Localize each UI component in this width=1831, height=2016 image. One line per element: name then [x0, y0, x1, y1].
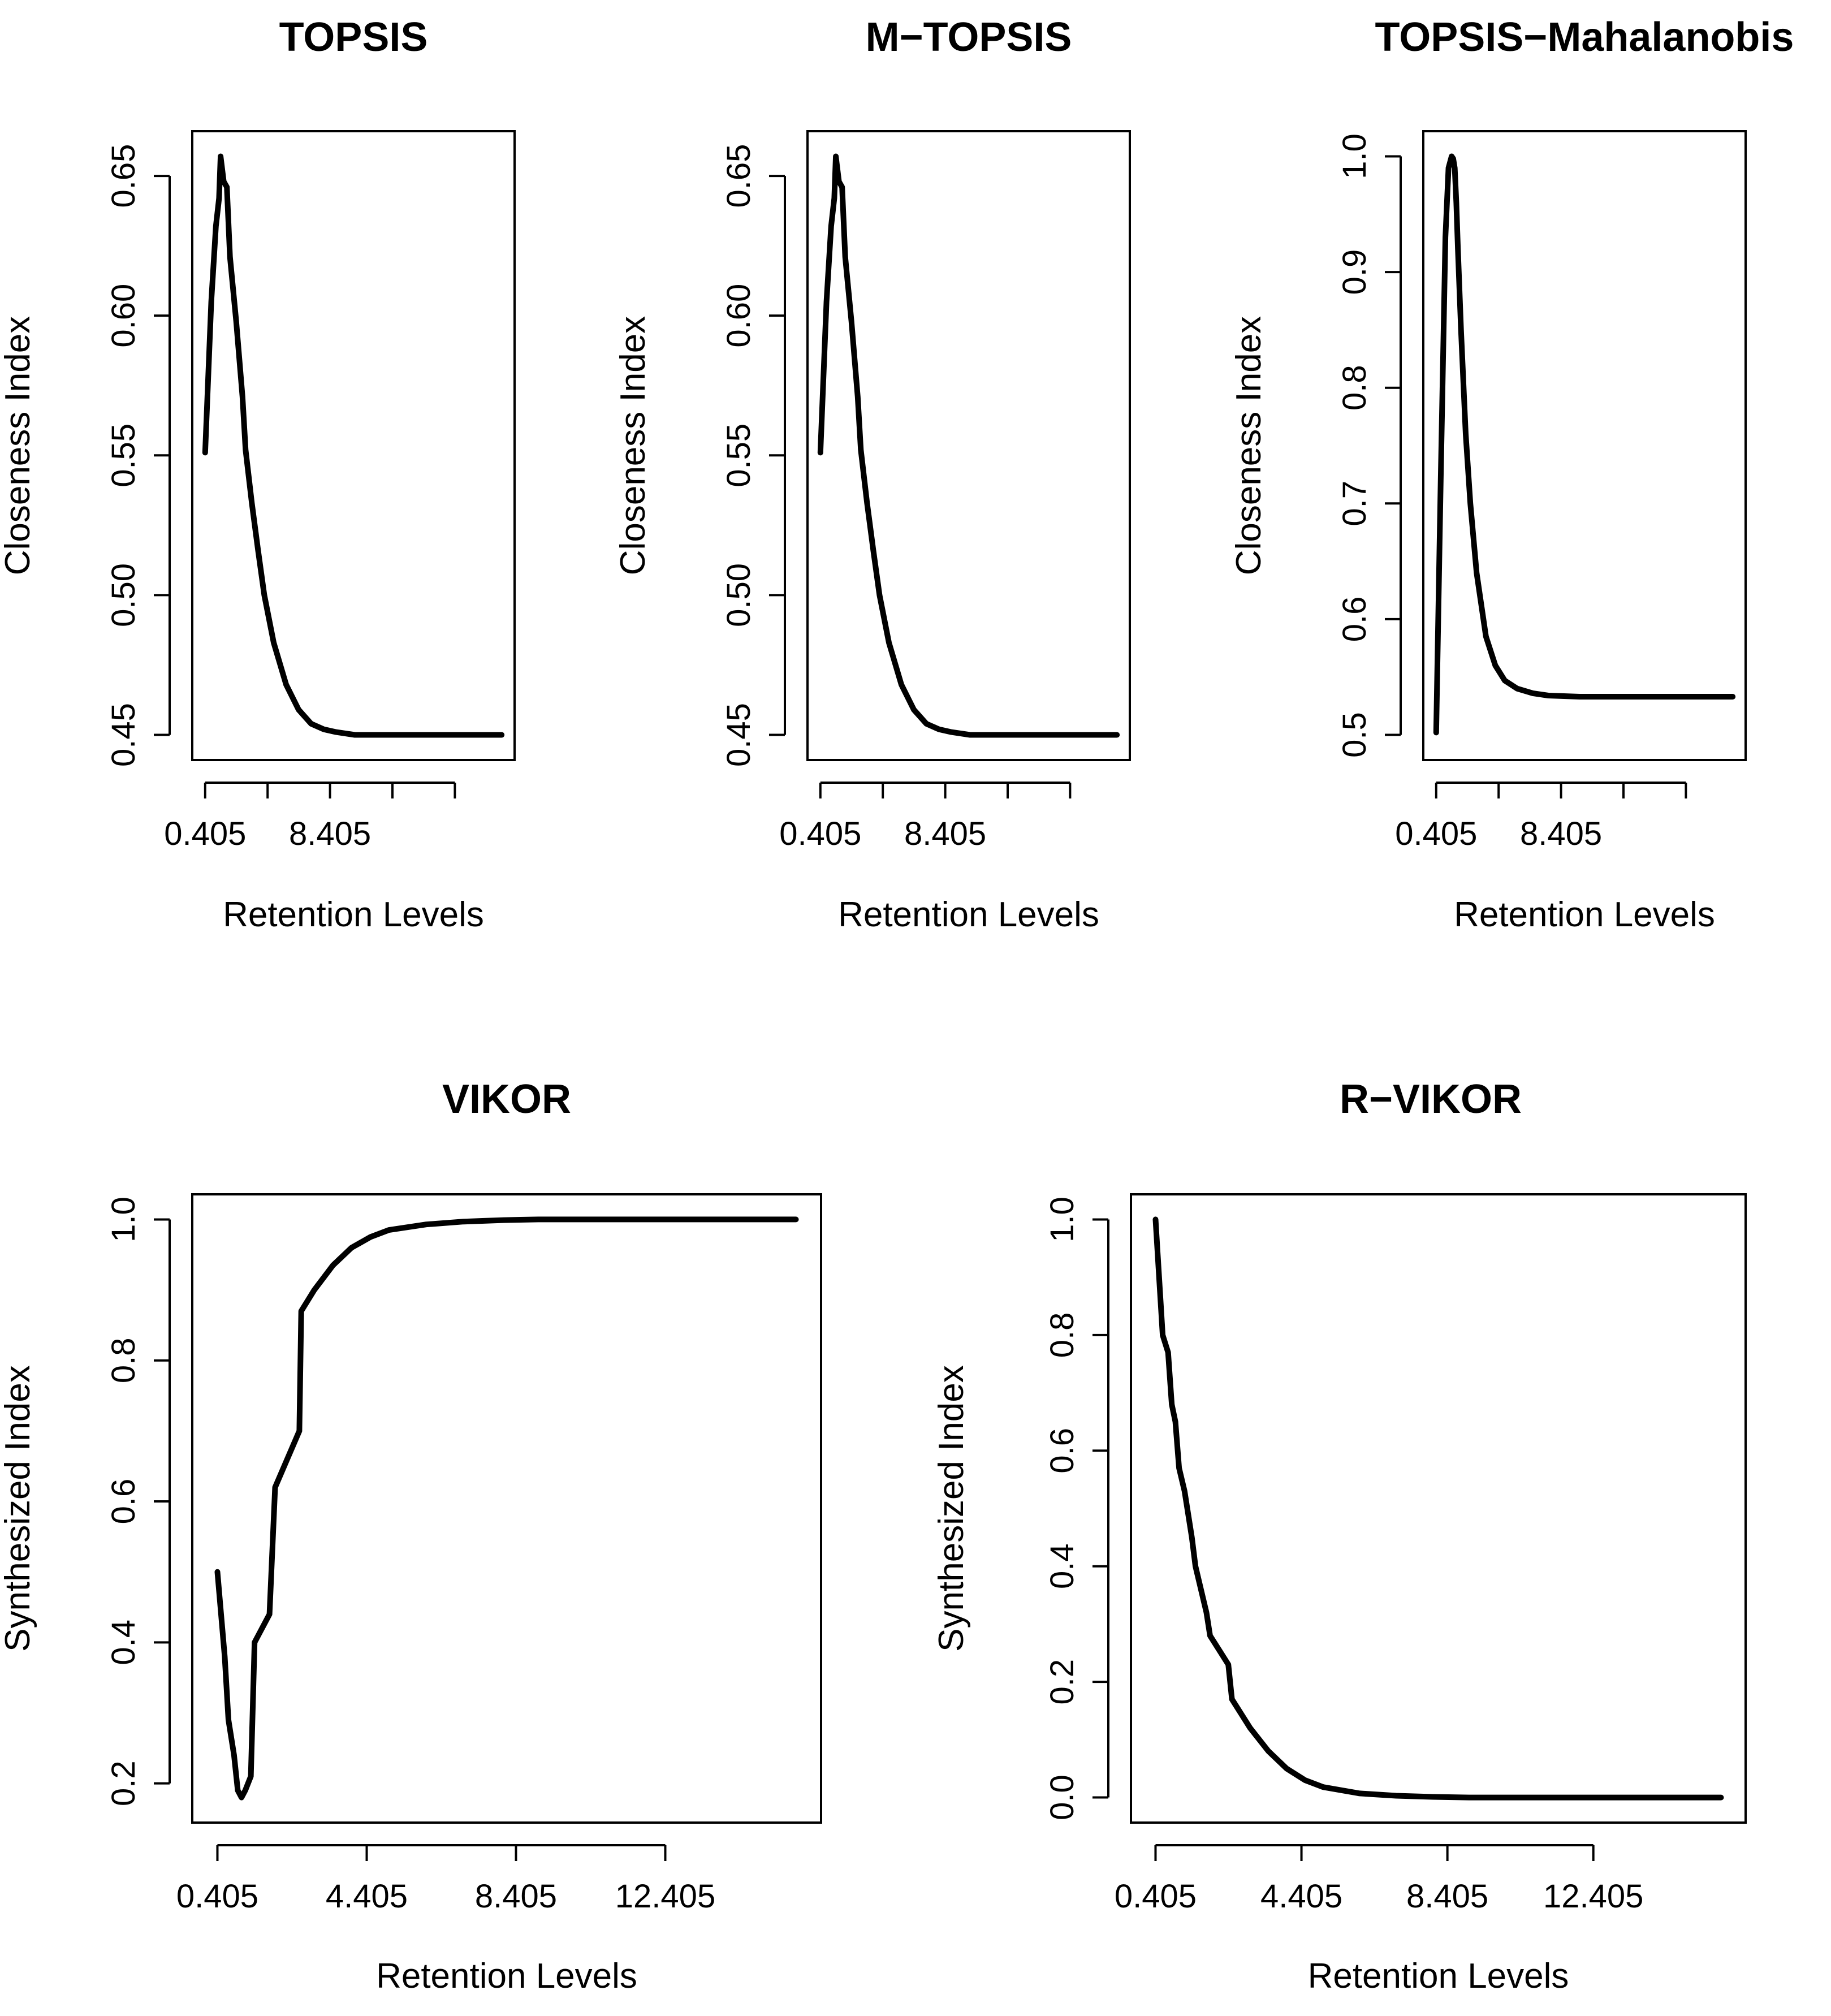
x-tick-label: 8.405: [289, 815, 371, 852]
x-tick-label: 4.405: [326, 1878, 408, 1915]
y-tick-label: 0.4: [1044, 1543, 1081, 1589]
x-tick-label: 0.405: [779, 815, 861, 852]
y-tick-label: 0.6: [105, 1479, 142, 1525]
x-tick-label: 12.405: [1543, 1878, 1643, 1915]
chart-title: TOPSIS: [279, 15, 428, 60]
y-tick-label: 0.45: [105, 703, 142, 767]
y-tick-label: 0.2: [1044, 1659, 1081, 1705]
x-tick-label: 0.405: [164, 815, 246, 852]
y-tick-label: 0.60: [105, 284, 142, 348]
y-tick-label: 0.65: [720, 144, 757, 208]
y-axis-label: Closeness Index: [614, 316, 653, 575]
y-tick-label: 0.60: [720, 284, 757, 348]
chart-title: TOPSIS−Mahalanobis: [1375, 15, 1794, 60]
y-axis-label: Closeness Index: [0, 316, 37, 575]
plot-frame: [1130, 1193, 1747, 1824]
y-tick-label: 0.0: [1044, 1775, 1081, 1820]
y-tick-label: 0.2: [105, 1760, 142, 1806]
y-tick-label: 0.6: [1336, 597, 1373, 642]
y-tick-label: 0.55: [720, 424, 757, 487]
chart-panel-vikor: VIKOR 0.405 4.405 8.405 12.405 Retention Leve…: [0, 1077, 822, 1996]
y-tick-label: 0.55: [105, 424, 142, 487]
y-tick-label: 0.8: [1044, 1313, 1081, 1358]
x-tick-label: 12.405: [615, 1878, 715, 1915]
chart-title: M−TOPSIS: [866, 15, 1072, 60]
x-tick-label: 8.405: [475, 1878, 557, 1915]
y-tick-label: 1.0: [105, 1197, 142, 1242]
x-tick-label: 8.405: [1520, 815, 1602, 852]
y-axis-label: Synthesized Index: [932, 1365, 971, 1652]
y-tick-label: 0.8: [105, 1337, 142, 1383]
plot-frame: [1422, 130, 1747, 761]
y-tick-label: 0.6: [1044, 1428, 1081, 1474]
y-tick-label: 0.50: [105, 563, 142, 627]
series-line: [202, 153, 505, 738]
chart-panel-topsis: TOPSIS 0.405 8.405 Retention Levels 0.45 0.50…: [0, 15, 516, 934]
y-tick-label: 0.50: [720, 563, 757, 627]
x-tick-label: 0.405: [1395, 815, 1477, 852]
y-tick-label: 0.7: [1336, 481, 1373, 526]
series-line: [817, 153, 1120, 738]
series-line: [1433, 153, 1736, 736]
y-tick-label: 0.5: [1336, 712, 1373, 758]
y-tick-label: 0.45: [720, 703, 757, 767]
x-axis-label: Retention Levels: [1454, 895, 1715, 934]
x-tick-label: 0.405: [1115, 1878, 1197, 1915]
chart-title: VIKOR: [442, 1077, 571, 1122]
x-axis-label: Retention Levels: [838, 895, 1099, 934]
y-tick-label: 0.8: [1336, 365, 1373, 411]
y-tick-label: 0.9: [1336, 249, 1373, 295]
plot-frame: [806, 130, 1131, 761]
x-tick-label: 8.405: [1406, 1878, 1488, 1915]
x-axis-label: Retention Levels: [1308, 1957, 1569, 1996]
chart-title: R−VIKOR: [1340, 1077, 1522, 1122]
series-line: [214, 1216, 799, 1801]
plot-frame: [191, 1193, 822, 1824]
y-tick-label: 1.0: [1044, 1197, 1081, 1242]
y-tick-label: 0.65: [105, 144, 142, 208]
x-tick-label: 4.405: [1260, 1878, 1342, 1915]
chart-panel-topsis-mahalanobis: TOPSIS−Mahalanobis 0.405 8.405 Retention Le…: [1229, 15, 1794, 934]
chart-panel-m-topsis: M−TOPSIS 0.405 8.405 Retention Levels 0.45 0.…: [614, 15, 1131, 934]
x-axis-label: Retention Levels: [376, 1957, 637, 1996]
chart-panel-r-vikor: R−VIKOR 0.405 4.405 8.405 12.405 Retention Le…: [932, 1077, 1747, 1996]
y-axis-label: Synthesized Index: [0, 1365, 37, 1652]
y-axis-label: Closeness Index: [1229, 316, 1268, 575]
y-tick-label: 0.4: [105, 1620, 142, 1665]
x-axis-label: Retention Levels: [223, 895, 484, 934]
y-tick-label: 1.0: [1336, 133, 1373, 179]
x-tick-label: 0.405: [176, 1878, 258, 1915]
plot-frame: [191, 130, 516, 761]
series-line: [1152, 1216, 1724, 1801]
x-tick-label: 8.405: [904, 815, 986, 852]
